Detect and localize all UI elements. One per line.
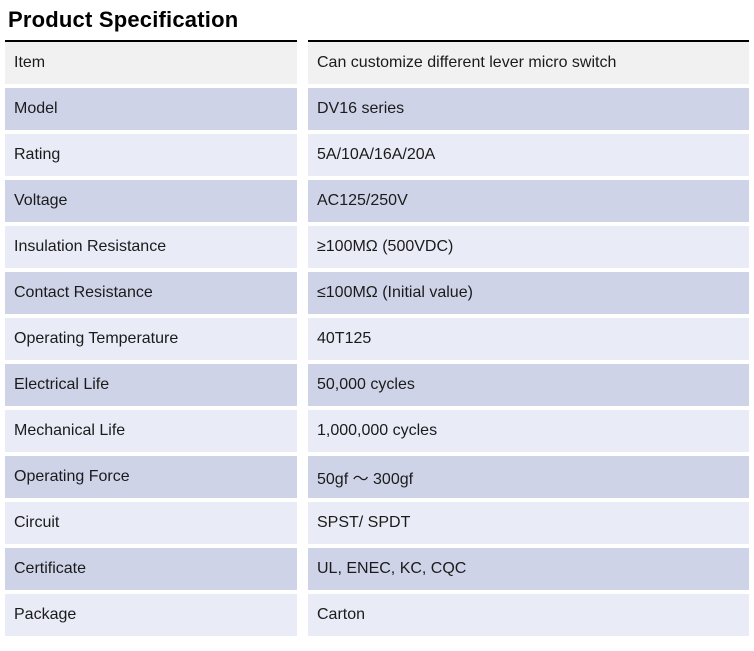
table-row: Circuit SPST/ SPDT xyxy=(5,502,749,544)
spec-label-cell: Model xyxy=(5,88,297,130)
table-row: Operating Temperature 40T125 xyxy=(5,318,749,360)
spec-label-cell: Operating Force xyxy=(5,456,297,498)
table-row: Item Can customize different lever micro… xyxy=(5,40,749,84)
spec-label-cell: Certificate xyxy=(5,548,297,590)
spec-label-cell: Mechanical Life xyxy=(5,410,297,452)
spec-value-cell: 50,000 cycles xyxy=(308,364,749,406)
spec-label-cell: Item xyxy=(5,40,297,84)
spec-value-cell: SPST/ SPDT xyxy=(308,502,749,544)
table-row: Rating 5A/10A/16A/20A xyxy=(5,134,749,176)
table-row: Mechanical Life 1,000,000 cycles xyxy=(5,410,749,452)
spec-value-cell: 50gf ～ 300gf xyxy=(308,456,749,498)
spec-value-cell: 5A/10A/16A/20A xyxy=(308,134,749,176)
table-row: Package Carton xyxy=(5,594,749,636)
spec-label-cell: Insulation Resistance xyxy=(5,226,297,268)
spec-value-cell: 1,000,000 cycles xyxy=(308,410,749,452)
table-row: Voltage AC125/250V xyxy=(5,180,749,222)
spec-value-cell: ≤100MΩ (Initial value) xyxy=(308,272,749,314)
spec-label-cell: Package xyxy=(5,594,297,636)
table-row: Electrical Life 50,000 cycles xyxy=(5,364,749,406)
table-row: Operating Force 50gf ～ 300gf xyxy=(5,456,749,498)
spec-label-cell: Circuit xyxy=(5,502,297,544)
table-row: Certificate UL, ENEC, KC, CQC xyxy=(5,548,749,590)
product-spec-table: Item Can customize different lever micro… xyxy=(5,40,749,636)
table-row: Contact Resistance ≤100MΩ (Initial value… xyxy=(5,272,749,314)
table-row: Insulation Resistance ≥100MΩ (500VDC) xyxy=(5,226,749,268)
spec-value-cell: AC125/250V xyxy=(308,180,749,222)
spec-value-cell: Can customize different lever micro swit… xyxy=(308,40,749,84)
spec-label-cell: Voltage xyxy=(5,180,297,222)
spec-label-cell: Electrical Life xyxy=(5,364,297,406)
spec-value-cell: UL, ENEC, KC, CQC xyxy=(308,548,749,590)
spec-label-cell: Operating Temperature xyxy=(5,318,297,360)
spec-label-cell: Contact Resistance xyxy=(5,272,297,314)
page-title: Product Specification xyxy=(8,7,239,32)
spec-value-cell: Carton xyxy=(308,594,749,636)
spec-value-cell: ≥100MΩ (500VDC) xyxy=(308,226,749,268)
spec-label-cell: Rating xyxy=(5,134,297,176)
table-row: Model DV16 series xyxy=(5,88,749,130)
spec-value-cell: DV16 series xyxy=(308,88,749,130)
spec-value-cell: 40T125 xyxy=(308,318,749,360)
